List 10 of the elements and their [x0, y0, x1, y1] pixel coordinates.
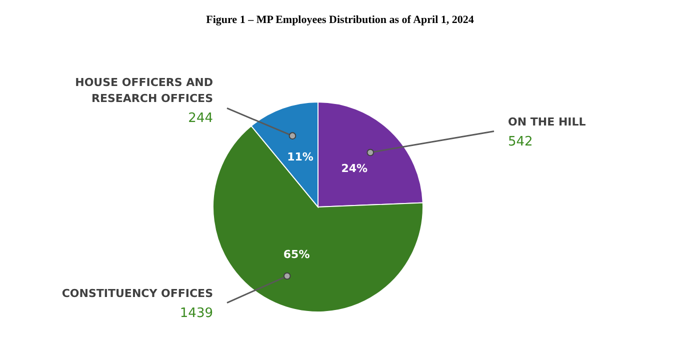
text: 11% — [287, 150, 314, 164]
data-label: 1439 — [180, 306, 213, 321]
slice-label: HOUSE OFFICERS AND RESEARCH OFFICES — [75, 76, 214, 106]
slice-label: CONSTITUENCY OFFICES — [62, 286, 214, 300]
chart-title: Figure 1 – MP Employees Distribution as of April 1, 2024 — [206, 14, 474, 26]
text: 24% — [341, 162, 368, 176]
text: 65% — [283, 248, 310, 261]
data-label: 244 — [188, 111, 213, 126]
data-label: 542 — [508, 134, 533, 150]
slice-label: ON THE HILL — [508, 115, 586, 128]
